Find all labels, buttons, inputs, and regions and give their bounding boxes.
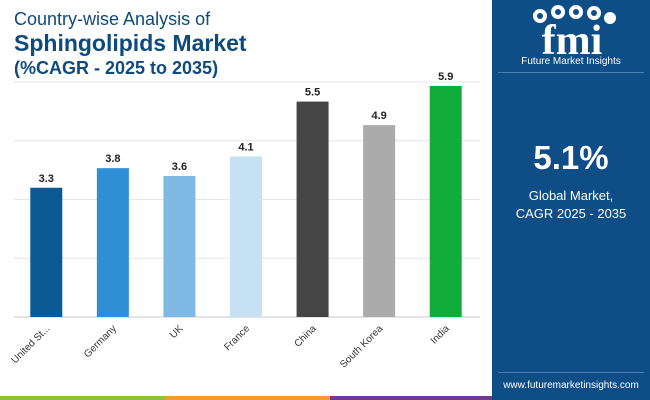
bar-6 [363,125,396,317]
bar-1 [30,187,63,317]
bar-chart: 3.3 United St... 3.8 Germany 3.6 UK 4.1 France 5… [10,71,480,370]
bar-value-label-1: 3.3 [39,173,54,185]
x-tick-label-2: Germany [82,323,119,360]
bar-7 [429,85,462,318]
fmi-logo: fmi [533,5,616,64]
bar-value-label-5: 5.5 [305,87,320,99]
footer-strip-green [0,396,166,400]
x-tick-label-5: China [292,323,319,350]
logo-tagline: Future Market Insights [521,56,621,67]
bar-value-label-4: 4.1 [238,141,253,153]
bar-3 [163,176,196,317]
global-cagr-value: 5.1% [533,139,609,176]
bar-value-label-6: 4.9 [371,110,386,122]
chart-title: Country-wise Analysis of Sphingolipids M… [14,8,247,79]
global-cagr-label-line1: Global Market, [528,188,614,203]
x-tick-label-4: France [222,323,252,353]
x-tick-label-6: South Korea [338,323,385,370]
x-tick-label-7: India [429,323,452,346]
website-url: www.futuremarketinsights.com [503,380,639,391]
title-line-2: Sphingolipids Market [14,30,247,56]
logo-wordmark: fmi [542,18,603,64]
divider-top [498,72,644,73]
divider-bottom [498,372,644,373]
x-tick-label-1: United St... [10,323,53,366]
x-tick-label-3: UK [168,323,186,341]
summary-panel: fmi Future Market Insights 5.1% Global M… [492,0,650,400]
footer-strip-purple [330,396,492,400]
global-cagr-label-line2: CAGR 2025 - 2035 [515,206,627,221]
title-line-1: Country-wise Analysis of [14,9,211,29]
title-line-3: (%CAGR - 2025 to 2035) [14,58,219,78]
global-cagr-label: Global Market, CAGR 2025 - 2035 [492,187,650,223]
bar-4 [230,156,262,317]
bar-value-label-3: 3.6 [172,161,187,173]
bar-value-label-7: 5.9 [438,71,453,83]
bar-2 [96,168,129,317]
bar-5 [296,101,329,317]
footer-strip-orange [166,396,330,400]
bar-value-label-2: 3.8 [105,153,120,165]
